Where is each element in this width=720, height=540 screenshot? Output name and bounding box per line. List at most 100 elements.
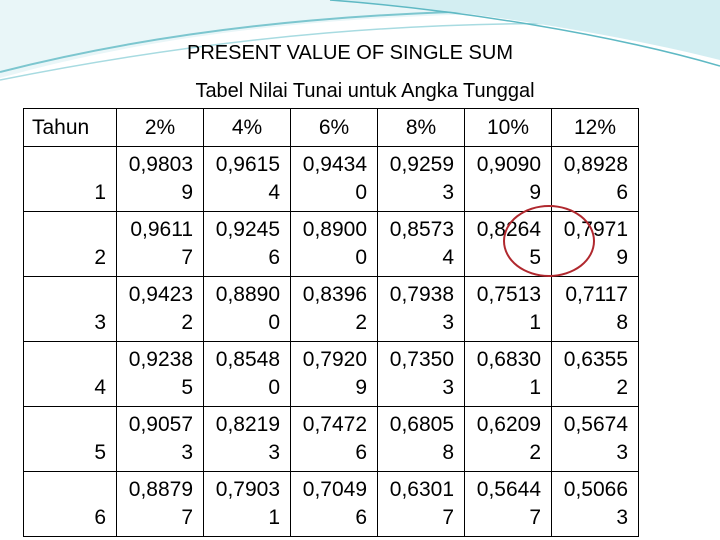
table-header-row: Tahun 2% 4% 6% 8% 10% 12% <box>23 108 639 147</box>
value-cell: 0,8548 0 <box>203 341 291 407</box>
value-line-1: 0,6209 <box>476 413 541 436</box>
value-line-1: 0,9803 <box>128 153 193 176</box>
year-label: 6 <box>94 506 106 529</box>
value-line-2: 7 <box>181 246 193 269</box>
value-cell: 0,5066 3 <box>551 471 639 537</box>
table-row: 1 0,9803 9 0,9615 4 0,9434 0 0,9259 3 0,9090 9 0,89… <box>23 146 639 212</box>
value-line-2: 7 <box>442 506 454 529</box>
page-subtitle: Tabel Nilai Tunai untuk Angka Tunggal <box>195 80 535 102</box>
value-cell: 0,7513 1 <box>464 276 552 342</box>
value-cell: 0,9090 9 <box>464 146 552 212</box>
value-line-1: 0,8928 <box>563 153 628 176</box>
value-line-2: 9 <box>616 246 628 269</box>
value-line-1: 0,8396 <box>302 283 367 306</box>
value-cell: 0,9057 3 <box>116 406 204 472</box>
value-line-1: 0,5674 <box>563 413 628 436</box>
value-line-1: 0,7049 <box>302 478 367 501</box>
value-line-1: 0,6830 <box>476 348 541 371</box>
value-line-2: 2 <box>355 311 367 334</box>
value-line-1: 0,8900 <box>302 218 367 241</box>
table-row: 3 0,9423 2 0,8890 0 0,8396 2 0,7938 3 0,7513 1 0,71… <box>23 276 639 342</box>
value-line-2: 0 <box>355 246 367 269</box>
value-line-2: 3 <box>442 376 454 399</box>
value-line-2: 6 <box>616 181 628 204</box>
value-cell: 0,6830 1 <box>464 341 552 407</box>
value-line-2: 3 <box>442 311 454 334</box>
year-cell: 4 <box>23 341 117 407</box>
value-line-2: 0 <box>355 181 367 204</box>
value-line-2: 4 <box>442 246 454 269</box>
value-line-2: 3 <box>616 441 628 464</box>
value-cell: 0,8219 3 <box>203 406 291 472</box>
year-cell: 1 <box>23 146 117 212</box>
value-cell: 0,6301 7 <box>377 471 465 537</box>
value-line-1: 0,9259 <box>389 153 454 176</box>
year-cell: 5 <box>23 406 117 472</box>
value-line-2: 6 <box>268 246 280 269</box>
header-rate-6: 6% <box>290 108 378 147</box>
header-rate-2: 2% <box>116 108 204 147</box>
value-line-2: 5 <box>529 246 541 269</box>
value-line-1: 0,7920 <box>302 348 367 371</box>
value-cell: 0,7920 9 <box>290 341 378 407</box>
value-cell: 0,8396 2 <box>290 276 378 342</box>
value-line-1: 0,7903 <box>215 478 280 501</box>
value-line-2: 5 <box>181 376 193 399</box>
year-label: 5 <box>94 441 106 464</box>
value-line-1: 0,5066 <box>563 478 628 501</box>
value-cell: 0,9245 6 <box>203 211 291 277</box>
value-line-2: 3 <box>442 181 454 204</box>
value-line-1: 0,9245 <box>215 218 280 241</box>
value-line-1: 0,8890 <box>215 283 280 306</box>
value-cell: 0,7971 9 <box>551 211 639 277</box>
value-line-1: 0,5644 <box>476 478 541 501</box>
value-cell: 0,8890 0 <box>203 276 291 342</box>
value-line-2: 6 <box>355 506 367 529</box>
value-line-2: 0 <box>268 376 280 399</box>
value-cell: 0,5644 7 <box>464 471 552 537</box>
value-line-1: 0,7350 <box>389 348 454 371</box>
page-title: PRESENT VALUE OF SINGLE SUM <box>186 42 513 64</box>
value-line-2: 2 <box>529 441 541 464</box>
value-line-2: 8 <box>616 311 628 334</box>
value-line-1: 0,7513 <box>476 283 541 306</box>
value-line-1: 0,6805 <box>389 413 454 436</box>
value-line-1: 0,8219 <box>215 413 280 436</box>
year-cell: 3 <box>23 276 117 342</box>
value-line-1: 0,8264 <box>476 218 541 241</box>
value-line-1: 0,8573 <box>389 218 454 241</box>
value-line-2: 3 <box>181 441 193 464</box>
value-line-1: 0,9615 <box>215 153 280 176</box>
value-cell: 0,7938 3 <box>377 276 465 342</box>
value-line-1: 0,7472 <box>302 413 367 436</box>
value-cell: 0,9611 7 <box>116 211 204 277</box>
value-line-2: 1 <box>268 506 280 529</box>
value-line-2: 1 <box>529 376 541 399</box>
value-cell: 0,8928 6 <box>551 146 639 212</box>
year-cell: 6 <box>23 471 117 537</box>
present-value-table: Tahun 2% 4% 6% 8% 10% 12% 1 0,9803 9 0,9615… <box>23 108 639 537</box>
value-line-2: 9 <box>529 181 541 204</box>
value-line-1: 0,6355 <box>563 348 628 371</box>
table-row: 2 0,9611 7 0,9245 6 0,8900 0 0,8573 4 0,8264 5 0,79… <box>23 211 639 277</box>
year-label: 4 <box>94 376 106 399</box>
value-line-1: 0,7938 <box>389 283 454 306</box>
value-line-2: 0 <box>268 311 280 334</box>
year-cell: 2 <box>23 211 117 277</box>
value-line-1: 0,8548 <box>215 348 280 371</box>
year-label: 1 <box>94 181 106 204</box>
value-line-2: 6 <box>355 441 367 464</box>
value-cell: 0,9238 5 <box>116 341 204 407</box>
value-cell: 0,6209 2 <box>464 406 552 472</box>
value-cell: 0,7350 3 <box>377 341 465 407</box>
value-line-1: 0,7971 <box>563 218 628 241</box>
value-cell: 0,6355 2 <box>551 341 639 407</box>
value-line-2: 1 <box>529 311 541 334</box>
header-rate-12: 12% <box>551 108 639 147</box>
value-cell: 0,9259 3 <box>377 146 465 212</box>
value-cell: 0,8573 4 <box>377 211 465 277</box>
table-row: 6 0,8879 7 0,7903 1 0,7049 6 0,6301 7 0,5644 7 0,50… <box>23 471 639 537</box>
value-line-2: 2 <box>616 376 628 399</box>
value-line-2: 9 <box>355 376 367 399</box>
header-rate-4: 4% <box>203 108 291 147</box>
